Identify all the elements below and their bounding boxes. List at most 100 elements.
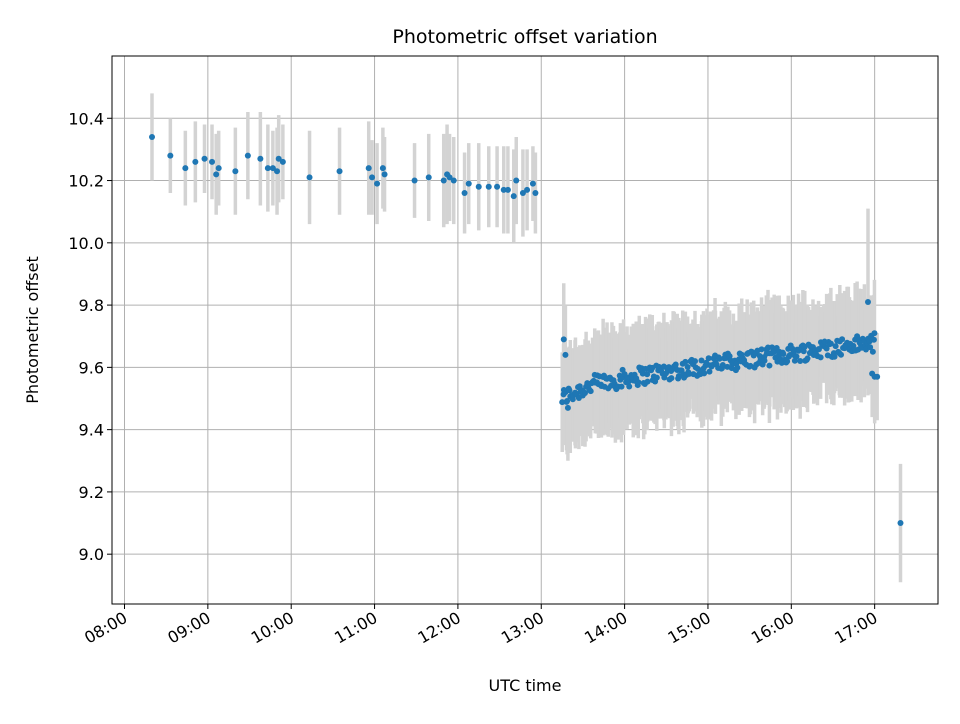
data-point — [306, 174, 313, 181]
data-point — [494, 183, 501, 190]
data-point — [411, 177, 418, 184]
data-point — [564, 398, 571, 405]
data-point — [532, 190, 539, 196]
data-point — [871, 330, 878, 337]
data-point — [475, 183, 482, 190]
data-point — [336, 168, 343, 175]
data-point — [425, 174, 432, 181]
data-point — [167, 152, 174, 159]
data-point — [149, 133, 156, 140]
y-axis-label: Photometric offset — [23, 256, 42, 404]
y-tick-label: 9.6 — [79, 358, 104, 377]
data-point — [560, 336, 567, 343]
y-tick-label: 10.2 — [68, 172, 104, 191]
data-point — [562, 351, 569, 358]
data-point — [800, 348, 807, 355]
data-point — [564, 404, 571, 411]
data-point — [626, 383, 633, 390]
data-point — [780, 350, 787, 357]
x-axis-label: UTC time — [489, 676, 562, 695]
data-point — [182, 165, 189, 172]
y-tick-label: 9.8 — [79, 296, 104, 315]
data-point — [817, 354, 824, 361]
data-point — [698, 357, 705, 364]
data-point — [823, 345, 830, 352]
data-point — [758, 346, 765, 353]
data-point — [839, 336, 846, 343]
data-point — [804, 355, 811, 362]
data-point — [864, 298, 871, 305]
data-point — [201, 155, 208, 162]
data-point — [897, 520, 904, 527]
chart-title: Photometric offset variation — [392, 26, 657, 48]
data-point — [450, 177, 457, 184]
data-point — [716, 355, 723, 362]
data-point — [618, 383, 625, 390]
data-point — [264, 165, 271, 172]
data-point — [797, 358, 804, 365]
data-point — [701, 370, 708, 377]
data-point — [244, 152, 251, 159]
data-point — [682, 358, 689, 365]
data-point — [500, 186, 507, 193]
data-points — [149, 133, 904, 527]
data-point — [766, 362, 773, 369]
data-point — [793, 353, 800, 360]
y-tick-label: 9.2 — [79, 483, 104, 502]
data-point — [869, 348, 876, 355]
data-point — [784, 358, 791, 365]
data-point — [653, 374, 660, 381]
y-tick-label: 9.0 — [79, 545, 104, 564]
data-point — [668, 375, 675, 382]
data-point — [644, 371, 651, 378]
data-point — [510, 193, 517, 200]
data-point — [192, 158, 199, 165]
data-point — [269, 165, 276, 172]
data-point — [369, 174, 376, 181]
data-point — [232, 168, 239, 175]
data-point — [644, 378, 651, 385]
data-point — [446, 174, 453, 181]
data-point — [519, 190, 526, 196]
data-point — [213, 171, 220, 178]
plot-frame — [111, 55, 939, 605]
y-axis-ticks: 9.0 9.2 9.4 9.6 9.8 10.0 10.2 10.4 — [68, 109, 112, 564]
data-point — [705, 355, 712, 362]
data-point — [692, 358, 699, 365]
data-point — [257, 155, 264, 162]
data-point — [381, 171, 388, 178]
data-point — [365, 165, 372, 172]
data-point — [719, 361, 726, 368]
data-point — [867, 344, 874, 351]
data-point — [379, 165, 386, 172]
data-point — [831, 353, 838, 360]
data-point — [587, 388, 594, 395]
data-point — [274, 168, 281, 175]
data-point — [209, 158, 216, 165]
data-point — [838, 351, 845, 358]
data-point — [706, 368, 713, 375]
data-point — [215, 165, 222, 172]
data-point — [850, 342, 857, 349]
data-point — [485, 183, 492, 190]
data-point — [279, 158, 286, 165]
data-point — [504, 186, 511, 193]
data-point — [440, 177, 447, 184]
data-point — [374, 180, 381, 187]
data-point — [734, 364, 741, 371]
data-point — [513, 177, 520, 184]
data-point — [761, 357, 768, 364]
data-point — [566, 387, 573, 394]
data-point — [559, 399, 566, 406]
data-point — [832, 343, 839, 350]
data-point — [582, 390, 589, 397]
data-point — [672, 361, 679, 368]
data-point — [827, 340, 834, 347]
y-tick-label: 10.0 — [68, 234, 104, 253]
data-point — [275, 155, 282, 162]
y-tick-label: 10.4 — [68, 109, 104, 128]
data-point — [870, 336, 877, 343]
y-tick-label: 9.4 — [79, 421, 104, 440]
